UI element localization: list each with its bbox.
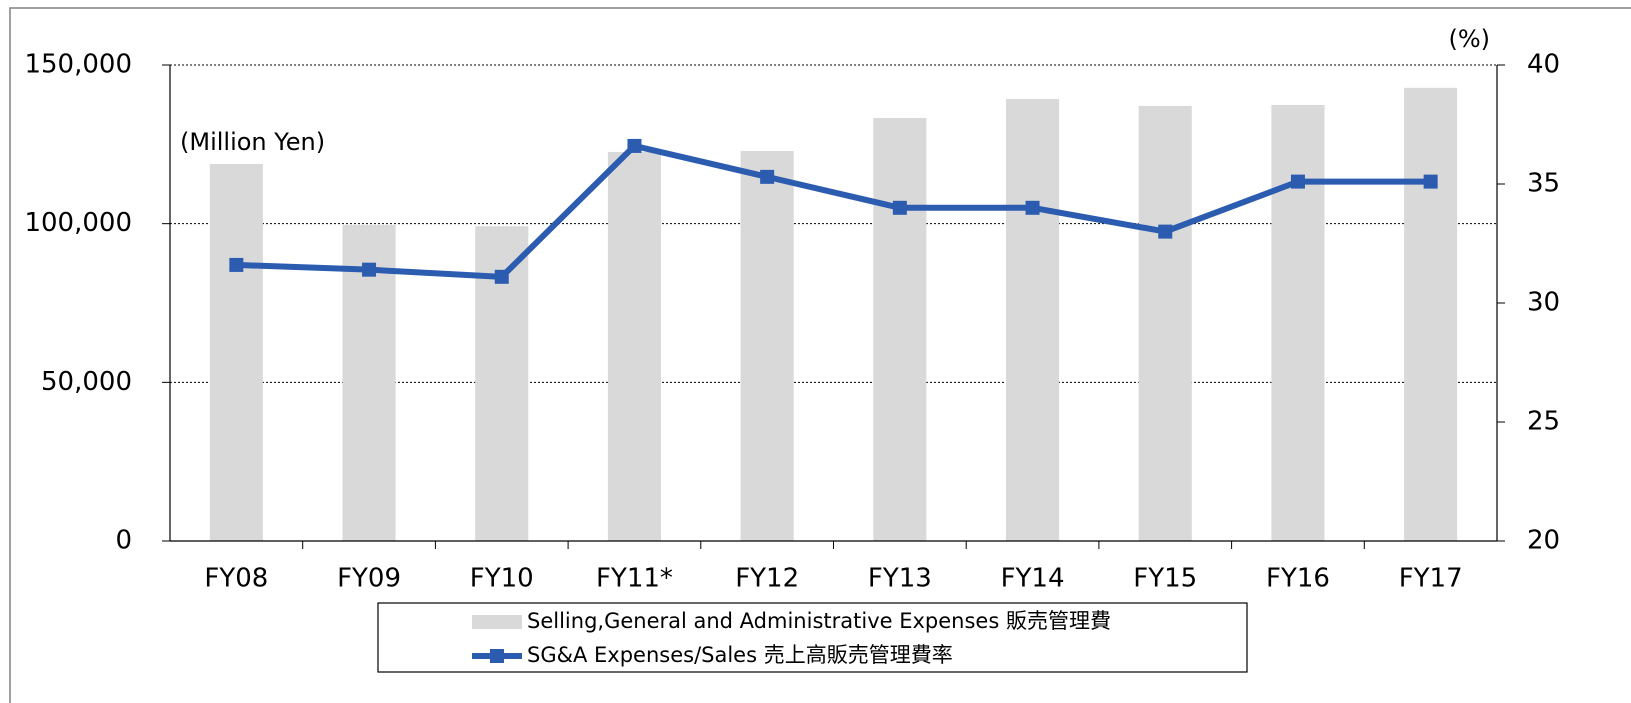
bar <box>1006 98 1060 542</box>
legend-label: SG&A Expenses/Sales 売上高販売管理費率 <box>527 643 953 667</box>
x-tick-label: FY17 <box>1399 564 1463 594</box>
y2-tick-label: 25 <box>1527 407 1560 437</box>
chart-frame <box>9 7 1631 703</box>
marker <box>627 138 642 153</box>
y-tick-label: 100,000 <box>24 208 132 238</box>
x-tick-label: FY12 <box>735 564 799 594</box>
marker <box>362 262 377 277</box>
x-tick-label: FY16 <box>1266 564 1330 594</box>
y2-tick-label: 40 <box>1527 50 1560 80</box>
bar <box>607 151 661 541</box>
annotation: (Million Yen) <box>180 128 325 156</box>
bar <box>740 150 794 542</box>
x-tick-label: FY09 <box>337 564 401 594</box>
bar <box>1138 105 1192 541</box>
marker <box>892 200 907 215</box>
x-tick-label: FY14 <box>1001 564 1065 594</box>
y2-tick-label: 30 <box>1527 288 1560 318</box>
legend-marker <box>490 649 504 663</box>
marker <box>1423 174 1438 189</box>
legend-label: Selling,General and Administrative Expen… <box>527 609 1111 633</box>
x-tick-label: FY15 <box>1133 564 1197 594</box>
bar <box>1404 87 1458 542</box>
x-tick-label: FY11* <box>596 564 673 594</box>
marker <box>494 269 509 284</box>
x-tick-label: FY13 <box>868 564 932 594</box>
x-tick-label: FY10 <box>470 564 534 594</box>
marker <box>229 257 244 272</box>
x-tick-label: FY08 <box>204 564 268 594</box>
marker <box>760 169 775 184</box>
bar <box>209 164 263 541</box>
y-tick-label: 150,000 <box>24 50 132 80</box>
bar <box>873 117 927 542</box>
y2-tick-label: 20 <box>1527 526 1560 556</box>
y-tick-label: 50,000 <box>41 367 132 397</box>
y2-axis-label: (%) <box>1448 25 1490 53</box>
line <box>236 142 1431 280</box>
bar <box>1271 104 1325 541</box>
marker <box>1290 174 1305 189</box>
bar <box>342 224 396 541</box>
marker <box>1158 224 1173 239</box>
legend <box>377 602 1248 673</box>
legend-swatch <box>472 615 522 629</box>
marker <box>1025 200 1040 215</box>
y2-tick-label: 35 <box>1527 169 1560 199</box>
y-tick-label: 0 <box>115 526 132 556</box>
